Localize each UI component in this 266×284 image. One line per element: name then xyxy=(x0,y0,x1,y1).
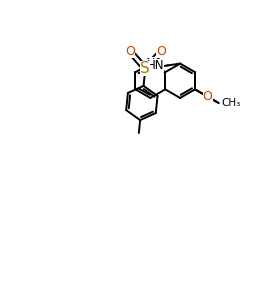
Text: O: O xyxy=(203,90,213,103)
Text: O: O xyxy=(125,45,135,58)
Text: O: O xyxy=(156,45,166,58)
Text: HN: HN xyxy=(147,59,164,72)
Text: CH₃: CH₃ xyxy=(221,98,240,108)
Text: S: S xyxy=(140,61,150,76)
Text: O: O xyxy=(203,90,213,103)
Text: N: N xyxy=(146,57,155,70)
